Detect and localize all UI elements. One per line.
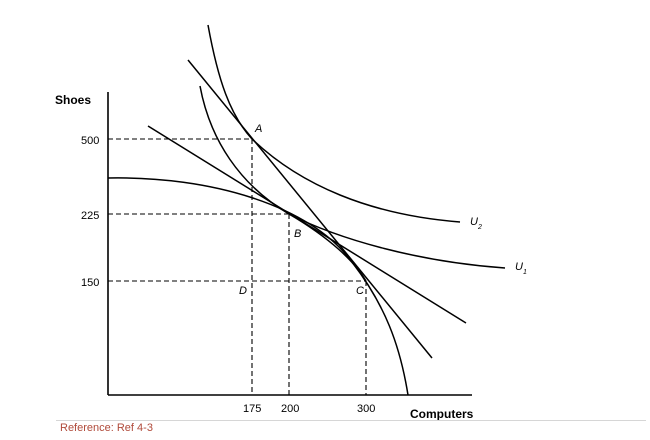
curve-label-u2-sub: 2 (477, 224, 482, 231)
point-label-a: A (254, 123, 262, 135)
y-tick-label-500: 500 (81, 135, 99, 147)
y-axis-title: Shoes (55, 93, 91, 107)
indifference-curve-u2 (207, 24, 461, 223)
curve-label-u1-name: U (515, 261, 523, 273)
point-label-d: D (239, 285, 247, 297)
price-line-through-b (147, 125, 467, 324)
curve-label-u2-name: U (470, 216, 478, 228)
production-possibility-frontier (107, 177, 409, 396)
curve-label-u1-sub: 1 (523, 269, 527, 276)
tangent-curve-abc (199, 85, 367, 282)
y-tick-label-225: 225 (81, 210, 99, 222)
x-tick-label-175: 175 (243, 403, 261, 415)
point-label-c: C (356, 285, 364, 297)
x-tick-label-200: 200 (281, 403, 299, 415)
y-tick-label-150: 150 (81, 277, 99, 289)
point-label-b: B (294, 228, 301, 240)
price-line-through-a (187, 59, 433, 359)
reference-text: Reference: Ref 4-3 (60, 422, 153, 434)
x-tick-label-300: 300 (357, 403, 375, 415)
curve-label-u2: U2 (470, 216, 482, 231)
x-axis-title: Computers (410, 407, 474, 421)
indifference-curve-u1 (288, 213, 506, 269)
curve-label-u1: U1 (515, 261, 527, 276)
footer-divider (56, 420, 646, 421)
